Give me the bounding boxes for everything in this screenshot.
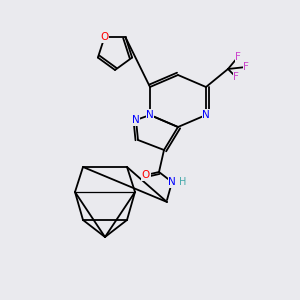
Text: F: F xyxy=(235,52,241,62)
Text: N: N xyxy=(202,110,210,120)
Text: O: O xyxy=(100,32,109,42)
Text: N: N xyxy=(146,110,154,120)
Text: N: N xyxy=(132,115,140,125)
Text: O: O xyxy=(142,170,150,180)
Text: N: N xyxy=(168,177,176,187)
Text: H: H xyxy=(179,177,186,187)
Text: F: F xyxy=(233,72,239,82)
Text: F: F xyxy=(243,62,249,72)
